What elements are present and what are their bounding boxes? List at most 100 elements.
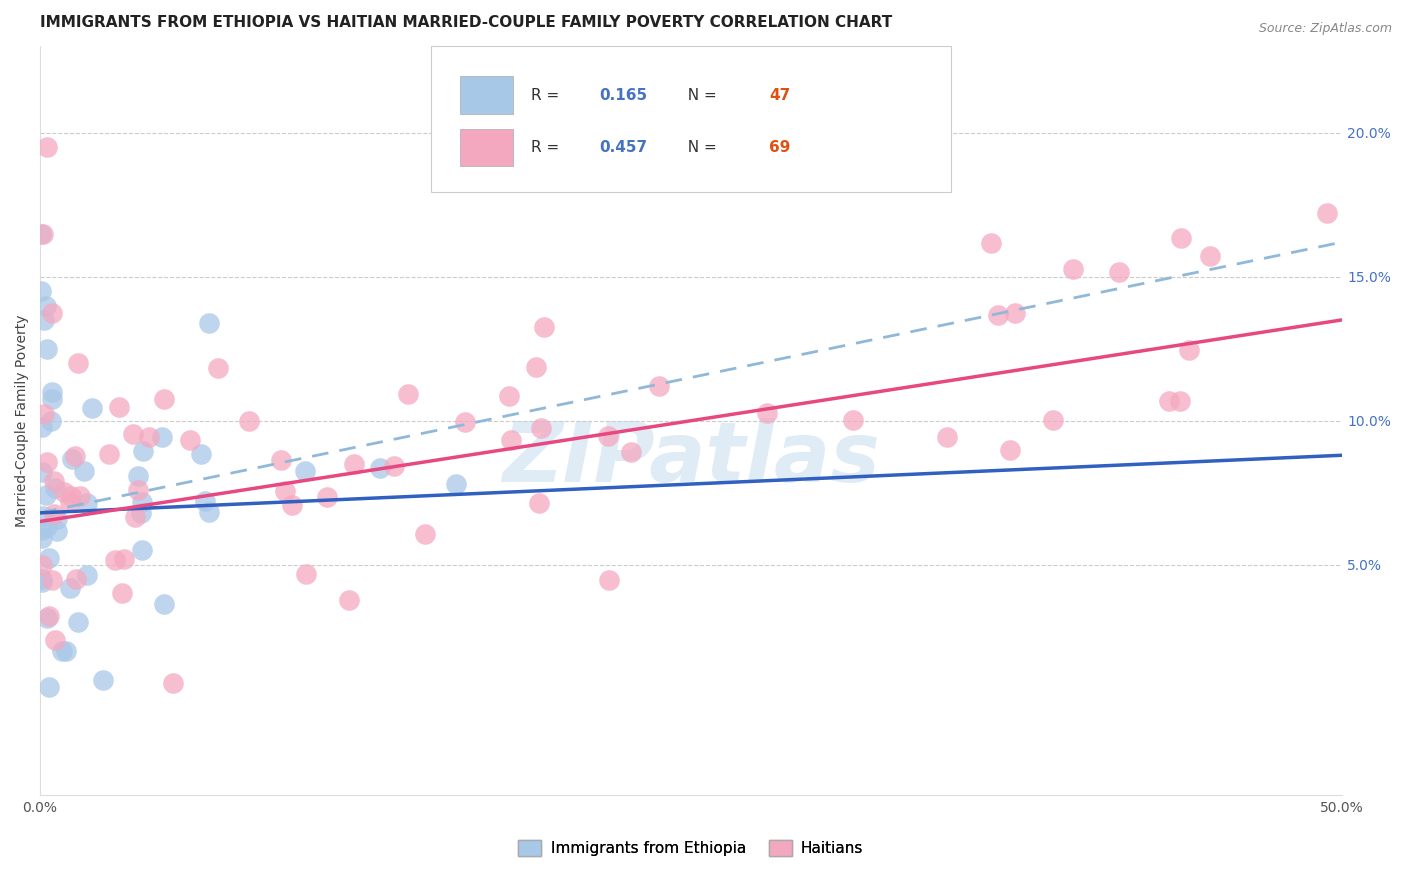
FancyBboxPatch shape bbox=[461, 77, 513, 114]
Point bbox=[270, 452, 292, 467]
Point bbox=[190, 447, 212, 461]
Point bbox=[32, 407, 55, 421]
Point bbox=[127, 468, 149, 483]
Point bbox=[131, 543, 153, 558]
Text: 0.457: 0.457 bbox=[600, 140, 648, 155]
FancyBboxPatch shape bbox=[430, 46, 950, 193]
Point bbox=[55, 644, 77, 658]
Point bbox=[35, 342, 58, 356]
Point bbox=[150, 430, 173, 444]
Text: R =: R = bbox=[530, 140, 564, 155]
Point bbox=[30, 227, 52, 241]
Point bbox=[337, 593, 360, 607]
Point bbox=[31, 465, 53, 479]
Text: 47: 47 bbox=[769, 87, 790, 103]
Point bbox=[41, 392, 63, 406]
Point bbox=[129, 506, 152, 520]
Point bbox=[138, 430, 160, 444]
Point bbox=[38, 609, 60, 624]
Point bbox=[936, 430, 959, 444]
Point bbox=[31, 227, 53, 241]
Point bbox=[343, 457, 366, 471]
Point bbox=[31, 524, 53, 538]
Point bbox=[153, 392, 176, 407]
Point bbox=[31, 572, 53, 586]
Point bbox=[1178, 343, 1201, 357]
Point bbox=[755, 406, 778, 420]
Point bbox=[51, 644, 73, 658]
Point bbox=[37, 611, 59, 625]
Point bbox=[76, 567, 98, 582]
Point bbox=[31, 420, 53, 434]
Point bbox=[35, 299, 58, 313]
Point bbox=[207, 360, 229, 375]
Text: N =: N = bbox=[678, 140, 721, 155]
Point bbox=[1170, 231, 1192, 245]
Point bbox=[274, 483, 297, 498]
Point bbox=[596, 429, 619, 443]
Point bbox=[384, 459, 406, 474]
Point bbox=[179, 434, 201, 448]
Point bbox=[238, 414, 260, 428]
Y-axis label: Married-Couple Family Poverty: Married-Couple Family Poverty bbox=[15, 315, 30, 527]
Point bbox=[41, 384, 63, 399]
Point bbox=[31, 558, 53, 572]
Point bbox=[295, 566, 318, 581]
Point bbox=[998, 442, 1021, 457]
Point bbox=[1168, 394, 1191, 409]
Point bbox=[41, 573, 63, 587]
Point bbox=[46, 524, 69, 538]
Point bbox=[59, 489, 82, 503]
Point bbox=[104, 553, 127, 567]
Point bbox=[121, 427, 143, 442]
Point bbox=[1198, 249, 1220, 263]
Point bbox=[533, 319, 555, 334]
Point bbox=[38, 550, 60, 565]
Point bbox=[446, 477, 468, 491]
Point bbox=[108, 401, 131, 415]
Point bbox=[37, 454, 59, 468]
Point bbox=[41, 306, 63, 320]
Text: IMMIGRANTS FROM ETHIOPIA VS HAITIAN MARRIED-COUPLE FAMILY POVERTY CORRELATION CH: IMMIGRANTS FROM ETHIOPIA VS HAITIAN MARR… bbox=[41, 15, 893, 30]
Text: Source: ZipAtlas.com: Source: ZipAtlas.com bbox=[1258, 22, 1392, 36]
Point bbox=[499, 433, 522, 447]
Point bbox=[44, 481, 66, 495]
Point bbox=[82, 401, 104, 415]
Point bbox=[1042, 413, 1064, 427]
Point bbox=[132, 443, 155, 458]
Point bbox=[197, 505, 219, 519]
Text: N =: N = bbox=[678, 87, 721, 103]
Point bbox=[368, 460, 391, 475]
Point bbox=[39, 414, 62, 428]
Point bbox=[620, 444, 643, 458]
Point bbox=[59, 582, 82, 596]
Point bbox=[53, 484, 76, 499]
Point bbox=[980, 235, 1002, 250]
Point bbox=[44, 508, 66, 522]
Point bbox=[45, 512, 67, 526]
Point bbox=[1062, 262, 1084, 277]
Point bbox=[124, 509, 146, 524]
Point bbox=[44, 632, 66, 647]
Point bbox=[97, 447, 120, 461]
Point bbox=[842, 412, 865, 426]
Point bbox=[35, 488, 58, 502]
Text: R =: R = bbox=[530, 87, 564, 103]
Point bbox=[987, 308, 1010, 322]
Point bbox=[498, 388, 520, 402]
Point bbox=[73, 464, 96, 478]
Point bbox=[453, 416, 475, 430]
Point bbox=[524, 359, 547, 374]
Point bbox=[35, 140, 58, 154]
Point bbox=[152, 597, 174, 611]
Point bbox=[598, 573, 620, 587]
Legend: Immigrants from Ethiopia, Haitians: Immigrants from Ethiopia, Haitians bbox=[512, 834, 869, 863]
Point bbox=[1316, 206, 1339, 220]
Point bbox=[530, 421, 553, 435]
Point bbox=[527, 496, 550, 510]
Point bbox=[112, 552, 135, 566]
Point bbox=[42, 475, 65, 489]
Point bbox=[648, 378, 671, 392]
Point bbox=[63, 449, 86, 463]
Point bbox=[1157, 393, 1180, 408]
